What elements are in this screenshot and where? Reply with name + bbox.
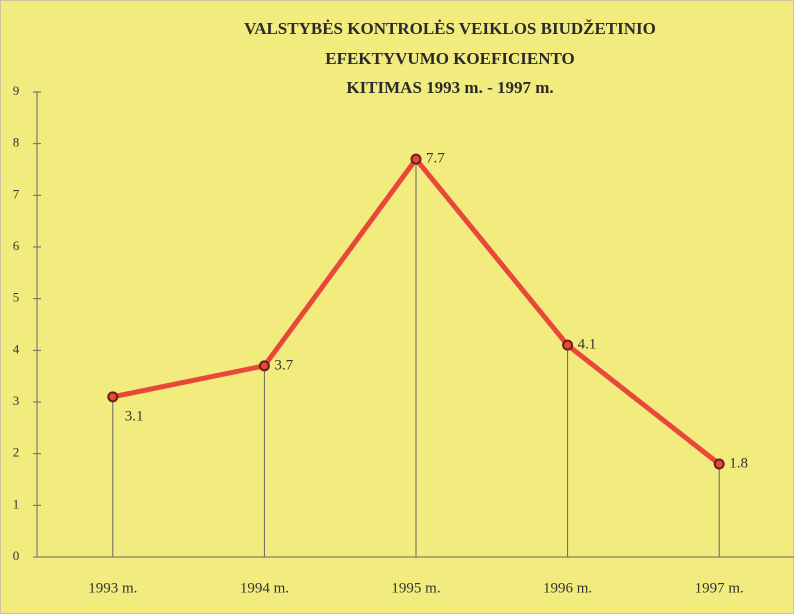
data-label: 1.8 — [729, 455, 748, 471]
data-label: 7.7 — [426, 151, 445, 167]
point — [107, 391, 119, 403]
data-label: 3.7 — [274, 357, 293, 373]
y-tick-label: 5 — [13, 290, 20, 305]
y-tick-label: 6 — [13, 238, 20, 253]
x-tick-label: 1993 m. — [88, 580, 137, 596]
x-tick-label: 1996 m. — [543, 580, 592, 596]
point — [562, 339, 574, 351]
y-tick-label: 1 — [13, 496, 20, 511]
y-tick-label: 3 — [13, 393, 20, 408]
y-tick-label: 0 — [13, 548, 20, 563]
data-label: 3.1 — [125, 408, 144, 424]
y-tick-label: 9 — [13, 83, 20, 98]
y-tick-label: 8 — [13, 135, 20, 150]
point — [713, 458, 725, 470]
chart-title: EFEKTYVUMO KOEFICIENTO — [325, 49, 575, 68]
point — [410, 153, 422, 165]
y-tick-label: 7 — [13, 186, 20, 201]
data-label: 4.1 — [578, 337, 597, 353]
x-tick-label: 1994 m. — [240, 580, 289, 596]
x-tick-label: 1995 m. — [391, 580, 440, 596]
x-tick-label: 1997 m. — [695, 580, 744, 596]
y-tick-label: 4 — [13, 341, 20, 356]
chart-title: VALSTYBĖS KONTROLĖS VEIKLOS BIUDŽETINIO — [244, 19, 656, 38]
point — [258, 360, 270, 372]
chart-title: KITIMAS 1993 m. - 1997 m. — [346, 78, 553, 97]
y-tick-label: 2 — [13, 445, 20, 460]
